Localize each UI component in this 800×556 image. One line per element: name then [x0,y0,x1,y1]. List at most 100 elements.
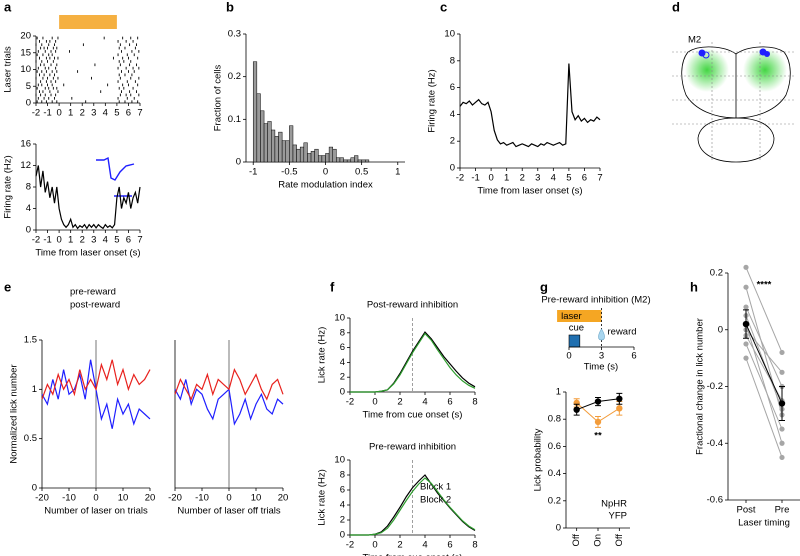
point [778,400,786,407]
panel-letter: a [4,0,12,14]
y-tick-label: 16 [20,139,31,150]
schematic-title: Pre-reward inhibition (M2) [541,295,650,306]
series-line [350,477,476,536]
x-tick-label: 6 [126,235,131,246]
y-tick-label: 0 [340,387,345,398]
legend-label: pre-reward [70,287,116,298]
laser-period [59,15,117,29]
x-tick-label: -1 [249,167,257,178]
x-tick-label: 0.5 [355,167,368,178]
series-line [745,357,783,458]
x-tick-label: 0 [372,540,377,551]
schematic-tick-label: 3 [599,351,604,362]
y-tick-label: 10 [334,313,345,324]
point [594,418,602,426]
y-axis-label: Normalized lick number [9,364,20,463]
series-line [35,165,141,230]
histogram-bar [303,142,308,163]
y-tick-label: 0 [26,98,31,109]
histogram-bar [365,159,370,163]
x-tick-label: 0 [488,173,493,184]
x-tick-label: 2 [80,235,85,246]
x-tick-label: 20 [278,493,289,504]
reward-drop [598,328,605,341]
y-tick-label: 4 [340,500,345,511]
y-tick-label: 8 [450,55,455,66]
x-tick-label: 10 [118,493,129,504]
histogram-bar [296,148,301,163]
y-axis-label: Fractional change in lick number [695,318,706,455]
point [616,405,623,412]
y-tick-label: 10 [444,29,455,40]
x-tick-label: 10 [251,493,262,504]
laser-label: laser [561,311,582,322]
y-tick-label: 0.5 [24,433,37,444]
reward-label: reward [608,327,637,338]
histogram-bar [271,129,276,163]
y-tick-label: 2 [340,515,345,526]
histogram-bar [274,136,279,163]
x-tick-label: 5 [114,235,119,246]
y-tick-label: 0 [556,523,561,534]
point [573,406,580,413]
x-tick-label: -20 [168,493,182,504]
histogram-bar [252,61,258,163]
y-tick-label: 10 [20,64,31,75]
x-tick-label: 1 [504,173,509,184]
y-tick-label: 0 [236,157,241,168]
annotation: **** [757,280,772,291]
histogram-bar [332,148,337,163]
legend-label: Block 2 [420,495,451,506]
x-tick-label: 5 [566,173,571,184]
x-tick-label: 1 [68,108,73,119]
x-tick-label: -10 [195,493,209,504]
x-axis-label: Time from cue onset (s) [363,410,463,421]
legend-label: post-reward [70,300,120,311]
x-axis-label: Laser timing [738,518,790,529]
x-tick-label: 7 [137,108,142,119]
y-axis-label: Firing rate (Hz) [427,69,438,132]
point [743,304,749,310]
histogram-bar [263,123,268,163]
series-line [174,368,284,401]
panel-letter: f [330,279,335,294]
histogram-bar [336,157,341,163]
x-tick-label: 0 [56,235,61,246]
panel-letter: e [4,279,11,294]
x-tick-label: 6 [582,173,587,184]
y-tick-label: 6 [340,342,345,353]
legend-label: YFP [609,511,627,522]
y-tick-label: 1 [556,387,561,398]
x-tick-label: -2 [346,397,354,408]
panel-letter: d [672,0,680,14]
y-tick-label: 0.2 [228,71,241,82]
histogram-bar [299,146,305,163]
panel-letter: b [226,0,234,14]
x-axis-label: Time from cue onset (s) [363,553,463,556]
y-tick-label: 1.5 [24,335,37,346]
y-tick-label: 4 [450,109,455,120]
x-tick-label: Off [571,534,582,547]
x-tick-label: 7 [597,173,602,184]
histogram-bar [354,155,359,163]
panel-letter: h [690,279,698,294]
x-tick-label: 6 [126,108,131,119]
x-tick-label: -2 [32,108,40,119]
y-tick-label: 20 [20,31,31,42]
series-line [459,63,601,148]
histogram-bar [346,159,352,163]
y-tick-label: 0 [340,530,345,541]
histogram-bar [318,155,323,163]
chart-title: Post-reward inhibition [367,300,458,311]
point [743,341,749,347]
x-axis-label: Number of laser off trials [177,506,281,517]
y-tick-label: 8 [26,182,31,193]
y-axis-label: Lick rate (Hz) [317,327,328,383]
region-label: M2 [688,35,701,46]
x-tick-label: -10 [62,493,76,504]
legend-label: NpHR [601,499,627,510]
point [779,454,785,461]
y-tick-label: 0.2 [710,268,723,279]
x-tick-label: -1 [43,108,51,119]
